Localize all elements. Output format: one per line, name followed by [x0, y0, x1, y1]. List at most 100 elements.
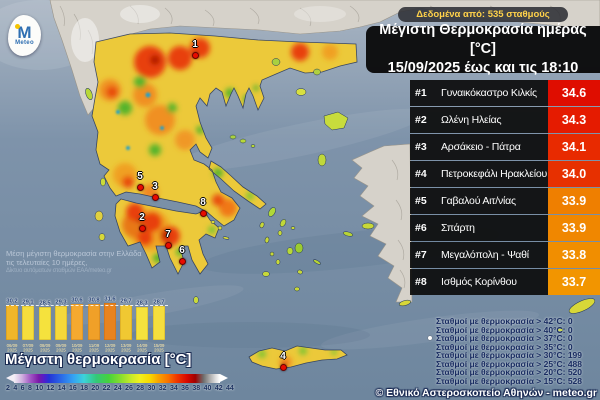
ranking-row: #2 Ωλένη Ηλείας 34.3	[410, 107, 600, 133]
bar-value-label: 29.7	[120, 298, 132, 305]
map-title-line2: 15/09/2025 έως και τις 18:10	[387, 60, 579, 76]
marker-rank-label: 7	[165, 228, 171, 240]
station-name: Ισθμός Κορίνθου	[441, 275, 517, 288]
station-name: Μεγαλόπολη - Ψαθί	[441, 248, 529, 261]
bar-value-label: 31.6	[104, 296, 116, 303]
colorbar-tick: 8	[27, 385, 32, 392]
meteo-logo: M Meteo	[8, 15, 41, 56]
station-count-line: Σταθμοί με θερμοκρασία > 20°C: 520	[436, 367, 583, 377]
bar-value-label: 29.3	[55, 298, 67, 305]
colorbar-tick: 30	[147, 385, 156, 392]
station-count-line: Σταθμοί με θερμοκρασία > 25°C: 488	[436, 358, 583, 369]
colorbar-left-arrow-icon	[6, 374, 14, 382]
marker-rank-label: 3	[152, 180, 158, 192]
bar-date-label: 13/09 2025	[120, 344, 132, 353]
chart-note: Μέση μέγιστη θερμοκρασία στην Ελλάδα τις…	[6, 249, 142, 276]
station-name: Ωλένη Ηλείας	[441, 113, 502, 126]
marker-rank-label: 6	[179, 244, 185, 256]
station-marker: 7	[164, 229, 172, 249]
colorbar-tick: 28	[136, 385, 145, 392]
colorbar-tick: 22	[102, 385, 111, 392]
temperature-value: 33.8	[548, 242, 600, 268]
chart-note-line1: Μέση μέγιστη θερμοκρασία στην Ελλάδα	[6, 249, 142, 258]
bar-date-label: 12/09 2025	[104, 344, 116, 353]
station-name: Σπάρτη	[441, 221, 475, 234]
bar-date-label: 09/09 2025	[55, 344, 67, 353]
chart-bar	[152, 306, 165, 340]
temperature-value: 34.1	[548, 134, 600, 160]
bar-value-label: 28.5	[39, 299, 51, 306]
ranking-row: #4 Πετροκεφάλι Ηρακλείου 34.0	[410, 161, 600, 187]
marker-dot-icon	[178, 257, 186, 265]
station-name: Γυναικόκαστρο Κιλκίς	[441, 86, 537, 99]
rank-number: #3	[415, 140, 427, 153]
colorbar-tick: 32	[158, 385, 167, 392]
rank-number: #7	[415, 248, 427, 261]
colorbar-tick: 42	[214, 385, 223, 392]
bar-value-label: 30.2	[6, 297, 18, 304]
islands	[85, 58, 596, 332]
rank-number: #6	[415, 221, 427, 234]
colorbar-right-arrow-icon	[220, 374, 228, 382]
temperature-value: 33.9	[548, 215, 600, 241]
marker-dot-icon	[279, 363, 287, 371]
marker-dot-icon	[199, 209, 207, 217]
bar-date-label: 14/09 2025	[136, 344, 148, 353]
station-name: Πετροκεφάλι Ηρακλείου	[441, 167, 548, 180]
station-marker: 6	[178, 245, 186, 265]
bar-date-label: 10/09 2025	[71, 344, 83, 353]
station-marker: 4	[279, 351, 287, 371]
station-count-line: Σταθμοί με θερμοκρασία > 15°C: 528	[436, 375, 583, 386]
colorbar-ticks: 2 4 6 8 10 12 14 16 18 20 22 24 26 28 30 32 34 36 38 40 42 44	[6, 385, 234, 392]
station-dot-icon	[428, 336, 432, 340]
colorbar-tick: 26	[125, 385, 133, 392]
colorbar-tick: 16	[68, 385, 77, 392]
ranking-row: #1 Γυναικόκαστρο Κιλκίς 34.6	[410, 80, 600, 106]
bar-chart: 30.2 06/09 2025 29.1 07/09 2025 28.5 08/09 2025 2…	[4, 288, 174, 353]
map-title-line1: Μέγιστη Θερμοκρασία ημέρας [°C]	[379, 22, 587, 57]
marker-rank-label: 4	[280, 350, 286, 362]
station-counts-legend: Σταθμοί με θερμοκρασία > 42°C: 0 Σταθμοί …	[428, 317, 583, 386]
temperature-value: 33.9	[548, 188, 600, 214]
chart-bar	[6, 304, 18, 340]
data-source-badge: Δεδομένα από: 535 σταθμούς	[398, 7, 568, 22]
colorbar-tick: 38	[192, 385, 201, 392]
station-name: Αρσάκειο - Πάτρα	[441, 140, 521, 153]
ranking-row: #6 Σπάρτη 33.9	[410, 215, 600, 241]
bar-date-label: 11/09 2025	[88, 344, 99, 353]
chart-bar	[54, 305, 67, 340]
station-count-line: Σταθμοί με θερμοκρασία > 35°C: 0	[436, 341, 573, 352]
chart-note-line2: τις τελευταίες 10 ημέρες,	[6, 258, 88, 267]
logo-sun-dot	[15, 24, 20, 29]
bar-date-label: 15/09 2025	[153, 344, 165, 353]
temperature-value: 34.3	[548, 107, 600, 133]
copyright-text: © Εθνικό Αστεροσκοπείο Αθηνών - meteo.gr	[375, 387, 597, 399]
chart-bar	[38, 306, 51, 340]
chart-bar	[87, 303, 100, 340]
station-marker: 5	[136, 171, 144, 191]
marker-rank-label: 1	[192, 38, 198, 50]
rank-number: #4	[415, 167, 427, 180]
chart-bar	[22, 305, 35, 340]
turkey-relief	[351, 143, 413, 303]
bar-value-label: 28.3	[136, 300, 148, 306]
bar-value-label: 30.8	[87, 297, 100, 303]
marker-dot-icon	[164, 241, 172, 249]
marker-dot-icon	[136, 183, 144, 191]
chart-bar	[120, 305, 133, 340]
marker-dot-icon	[151, 193, 159, 201]
chart-bar	[136, 306, 149, 340]
colorbar-tick: 20	[91, 385, 100, 392]
temperature-value: 34.6	[548, 80, 600, 106]
colorbar-tick: 24	[113, 385, 122, 392]
logo-brand-text: Meteo	[15, 40, 34, 46]
ranking-row: #7 Μεγαλόπολη - Ψαθί 33.8	[410, 242, 600, 268]
bar-value-label: 30.6	[71, 297, 83, 304]
station-marker: 8	[199, 197, 207, 217]
mean-temperature-line	[6, 304, 168, 306]
rank-number: #8	[415, 275, 427, 288]
chart-bar	[103, 303, 116, 340]
colorbar-tick: 36	[181, 385, 189, 392]
chart-title: Μέγιστη θερμοκρασία [°C]	[5, 351, 192, 368]
